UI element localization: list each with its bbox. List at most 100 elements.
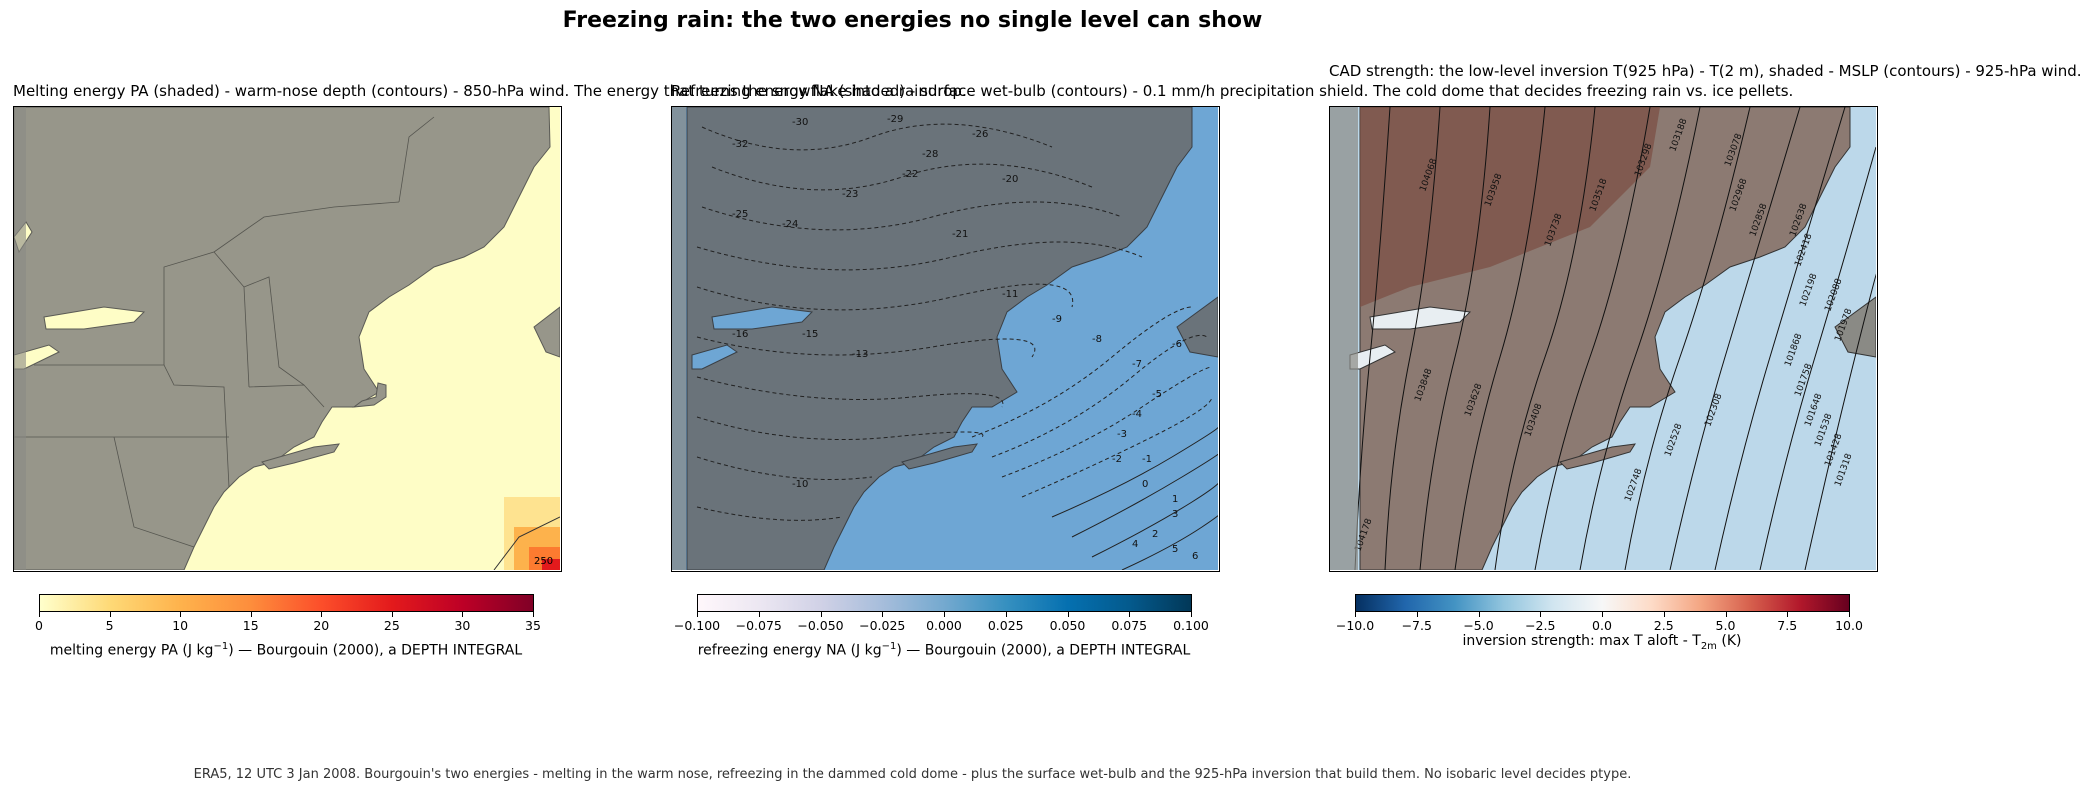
contour-label: 2 <box>1152 529 1158 540</box>
figure-caption: ERA5, 12 UTC 3 Jan 2008. Bourgouin's two… <box>193 767 1632 782</box>
contour-label: -21 <box>952 229 968 240</box>
contour-label: -6 <box>1172 339 1182 350</box>
colorbar-tick-mark <box>1067 612 1069 617</box>
colorbar-ticks-melting: 0 5 10 15 20 25 30 35 <box>35 612 541 633</box>
edge-mask <box>1330 107 1358 570</box>
contour-label: -15 <box>802 329 818 340</box>
colorbar-fill <box>40 595 533 611</box>
colorbar-tick-label: 10.0 <box>1835 618 1863 633</box>
colorbar-tick-label: 0.100 <box>1173 618 1209 633</box>
edge-mask <box>672 107 686 570</box>
contour-label: -9 <box>1052 314 1062 325</box>
map-refreezing-energy: -32 -3 0 -29 -28 -26 -25 -24 -23 -22 -21 -20 -16 -15 -… <box>671 106 1220 572</box>
colorbar-tick-mark <box>1005 612 1007 617</box>
panel-title-cad: CAD strength: the low-level inversion T(… <box>1329 62 2082 80</box>
contour-label: -26 <box>972 129 988 140</box>
contour-labels: -32 -3 0 -29 -28 -26 -25 -24 -23 -22 -21 -20 -16 -15 -… <box>732 114 1198 562</box>
contour-label: -11 <box>1002 289 1018 300</box>
contour-label: -5 <box>1152 389 1162 400</box>
contour-label: -10 <box>792 479 808 490</box>
colorbar-tick-mark <box>180 612 182 617</box>
colorbar-tick-mark <box>1129 612 1131 617</box>
cold-dome-north <box>1360 107 1660 307</box>
colorbar-tick-label: −0.025 <box>859 618 906 633</box>
colorbar-tick-label: 30 <box>454 618 471 633</box>
contour-label: -23 <box>842 189 858 200</box>
contour-label: -25 <box>732 209 748 220</box>
colorbar-tick-mark <box>1725 612 1727 617</box>
colorbar-tick-label: 0.050 <box>1049 618 1086 633</box>
colorbar-melting <box>39 594 534 612</box>
colorbar-ticks-refreezing: −0.100 −0.075 −0.050 −0.025 0.000 0.025 0.050 0… <box>674 612 1209 633</box>
colorbar-tick-mark <box>882 612 884 617</box>
colorbar-tick-mark <box>820 612 822 617</box>
colorbar-tick-mark <box>1191 612 1192 617</box>
cape-cod <box>352 382 387 408</box>
colorbar-tick-label: −0.075 <box>735 618 782 633</box>
contour-label: -3 <box>1117 429 1127 440</box>
contour-label: 0 <box>1142 479 1148 490</box>
colorbar-fill <box>1356 595 1849 611</box>
colorbar-label-refreezing: refreezing energy NA (J kg−1) — Bourgoui… <box>697 641 1191 659</box>
nova-scotia <box>533 306 560 358</box>
state-borders <box>14 116 435 548</box>
colorbar-tick-label: 25 <box>383 618 400 633</box>
mslp-isobars <box>1354 107 1876 570</box>
land-mass <box>686 107 1193 570</box>
figure-title: Freezing rain: the two energies no singl… <box>562 8 1263 33</box>
colorbar-tick-mark <box>1416 612 1418 617</box>
lake-ontario <box>711 306 814 330</box>
colorbar-tick-label: 20 <box>313 618 330 633</box>
colorbar-tick-mark <box>1663 612 1665 617</box>
lake-ontario <box>43 306 146 330</box>
colorbar-tick-label: 2.5 <box>1653 618 1674 633</box>
colorbar-tick-mark <box>391 612 393 617</box>
contour-label: -13 <box>852 349 868 360</box>
colorbar-tick-mark <box>462 612 464 617</box>
colorbar-tick-mark <box>39 612 40 617</box>
wetbulb-contours-negative <box>696 123 1213 521</box>
contour-label: 6 <box>1192 551 1198 562</box>
colorbar-tick-label: −0.050 <box>797 618 844 633</box>
melt-cell <box>542 559 560 570</box>
colorbar-cad <box>1355 594 1850 612</box>
lake-ontario <box>1369 306 1472 330</box>
contour-label: -16 <box>732 329 748 340</box>
colorbar-label-melting: melting energy PA (J kg−1) — Bourgouin (… <box>49 641 523 659</box>
contour-label: -28 <box>922 149 938 160</box>
contour-label: -20 <box>1002 174 1018 185</box>
colorbar-tick-mark <box>1787 612 1789 617</box>
contour-label: -22 <box>902 169 918 180</box>
colorbar-tick-label: 35 <box>525 618 541 633</box>
colorbar-tick-mark <box>1849 612 1850 617</box>
contour-label: -32 <box>732 139 748 150</box>
contour-label: 5 <box>1172 544 1178 555</box>
colorbar-tick-mark <box>944 612 945 617</box>
colorbar-tick-label: 0 <box>35 618 43 633</box>
colorbar-fill <box>698 595 1191 611</box>
warm-nose-contour <box>493 516 560 570</box>
colorbar-tick-mark <box>758 612 760 617</box>
map-cad-strength: 104068 103958 103738 103518 103298 103188 1030… <box>1329 106 1878 572</box>
colorbar-label-cad: inversion strength: max T aloft - T2m (K… <box>1462 633 1742 652</box>
colorbar-refreezing <box>697 594 1192 612</box>
colorbar-tick-label: −10.0 <box>1335 618 1375 633</box>
colorbar-tick-label: 10 <box>172 618 189 633</box>
colorbar-tick-label: 0.075 <box>1111 618 1148 633</box>
contour-label: -24 <box>782 219 798 230</box>
contour-label: -29 <box>887 114 903 125</box>
nova-scotia <box>1834 296 1876 358</box>
contour-label: -7 <box>1132 359 1142 370</box>
colorbar-tick-mark <box>1540 612 1542 617</box>
colorbar-tick-label: 5.0 <box>1715 618 1736 633</box>
colorbar-tick-label: 7.5 <box>1777 618 1798 633</box>
colorbar-tick-mark <box>1355 612 1356 617</box>
colorbar-tick-label: −5.0 <box>1463 618 1494 633</box>
colorbar-tick-label: 0.0 <box>1592 618 1612 633</box>
colorbar-tick-mark <box>1602 612 1603 617</box>
colorbar-tick-label: 5 <box>105 618 114 633</box>
long-island <box>261 443 340 470</box>
colorbar-tick-mark <box>250 612 252 617</box>
map-melting-energy: 250 <box>13 106 562 572</box>
contour-label: 250 <box>534 556 553 567</box>
